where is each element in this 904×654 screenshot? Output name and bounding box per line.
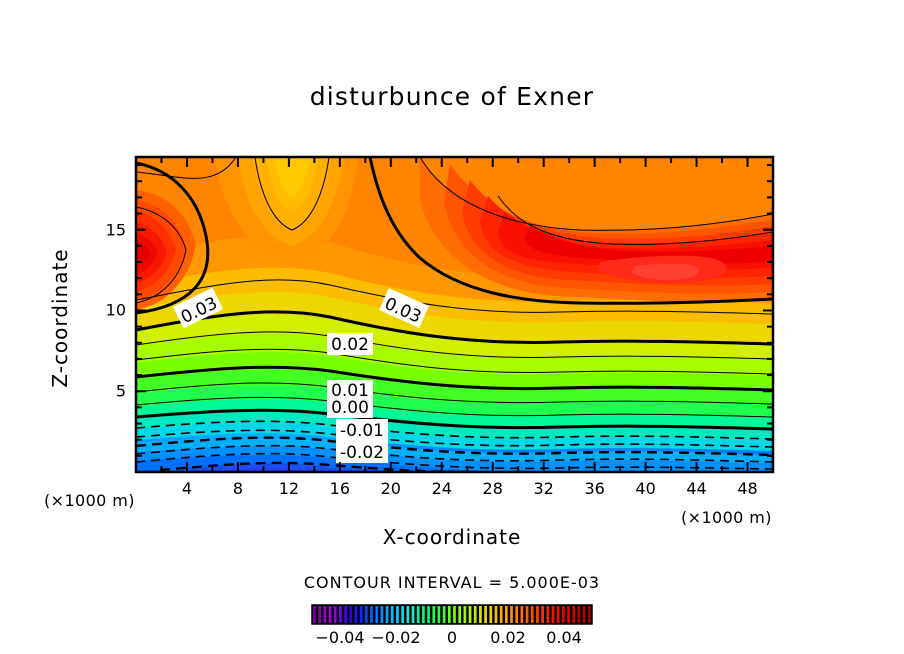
colorbar-bands <box>313 606 591 623</box>
y-axis-unit-label: (×1000 m) <box>44 491 135 510</box>
colorbar-band <box>562 606 565 623</box>
contour-label-0.00: 0.00 <box>331 398 369 418</box>
y-tick-label-5: 5 <box>115 381 126 401</box>
colorbar-band <box>515 606 519 623</box>
colorbar-band <box>437 606 441 623</box>
y-axis-title: Z-coordinate <box>48 248 72 388</box>
colorbar-band <box>411 606 415 623</box>
x-tick-label-32: 32 <box>533 479 554 498</box>
page-title: disturbunce of Exner <box>309 82 595 111</box>
x-tick-label-12: 12 <box>278 479 300 498</box>
colorbar-band <box>567 606 570 623</box>
colorbar-tick-label-4: 0.04 <box>546 628 582 647</box>
contour-label-neg0.01: -0.01 <box>340 421 384 441</box>
contour-label-neg0.02: -0.02 <box>340 443 384 463</box>
x-tick-label-44: 44 <box>686 479 707 498</box>
x-tick-label-48: 48 <box>737 479 758 498</box>
x-tick-label-4: 4 <box>181 479 193 498</box>
colorbar-band <box>494 606 498 623</box>
colorbar-band <box>473 606 477 623</box>
colorbar-band <box>380 606 384 623</box>
x-tick-label-24: 24 <box>431 479 452 498</box>
contour-label-0.01: 0.01 <box>331 381 369 401</box>
colorbar-band <box>328 606 332 623</box>
colorbar-band <box>499 606 503 623</box>
contour-label-0.02: 0.02 <box>331 335 369 355</box>
colorbar-band <box>323 606 327 623</box>
colorbar-band <box>572 606 576 623</box>
colorbar-band <box>432 606 436 623</box>
colorbar-band <box>416 606 420 623</box>
contour-interval-caption: CONTOUR INTERVAL = 5.000E-03 <box>303 573 601 592</box>
colorbar-band <box>422 606 425 623</box>
colorbar <box>311 604 593 625</box>
plot-frame <box>134 155 775 474</box>
colorbar-band <box>364 606 368 623</box>
colorbar-tick-label-0: −0.04 <box>315 628 365 647</box>
y-tick-label-15: 15 <box>105 220 126 240</box>
colorbar-band <box>453 606 456 623</box>
colorbar-band <box>344 606 347 623</box>
colorbar-band <box>390 606 394 623</box>
x-axis-title: X-coordinate <box>382 525 522 549</box>
contour-label-halos <box>172 287 429 463</box>
colorbar-background <box>312 605 592 624</box>
colorbar-band <box>504 606 508 623</box>
colorbar-band <box>370 606 373 623</box>
colorbar-band <box>349 606 353 623</box>
contour-fill-layer <box>136 157 773 472</box>
colorbar-band <box>463 606 467 623</box>
colorbar-band <box>536 606 539 623</box>
x-tick-label-16: 16 <box>329 479 351 498</box>
y-tick-label-10: 10 <box>105 300 126 320</box>
x-tick-label-36: 36 <box>584 479 605 498</box>
colorbar-band <box>318 606 322 623</box>
colorbar-band <box>396 606 399 623</box>
colorbar-tick-label-2: 0 <box>446 628 458 647</box>
colorbar-band <box>354 606 358 623</box>
colorbar-band <box>427 606 430 623</box>
colorbar-tick-label-1: −0.02 <box>371 628 421 647</box>
colorbar-band <box>442 606 446 623</box>
x-tick-label-28: 28 <box>482 479 503 498</box>
colorbar-band <box>582 606 586 623</box>
x-tick-label-40: 40 <box>635 479 656 498</box>
colorbar-band <box>458 606 462 623</box>
colorbar-band <box>587 606 591 623</box>
colorbar-band <box>546 606 550 623</box>
colorbar-band <box>385 606 389 623</box>
x-tick-label-8: 8 <box>232 479 243 498</box>
x-axis-unit-label: (×1000 m) <box>681 508 772 527</box>
colorbar-band <box>406 606 410 623</box>
colorbar-band <box>359 606 363 623</box>
colorbar-band <box>375 606 379 623</box>
colorbar-band <box>333 606 337 623</box>
colorbar-band <box>339 606 342 623</box>
colorbar-band <box>468 606 472 623</box>
colorbar-band <box>313 606 316 623</box>
colorbar-frame <box>311 604 593 625</box>
colorbar-band <box>489 606 493 623</box>
colorbar-band <box>484 606 487 623</box>
colorbar-band <box>447 606 451 623</box>
colorbar-band <box>551 606 555 623</box>
colorbar-band <box>541 606 544 623</box>
contour-value-labels: 0.03 0.03 0.02 0.01 0.00 -0.01 -0.02 <box>178 293 424 463</box>
colorbar-band <box>479 606 482 623</box>
contour-lines <box>136 157 773 472</box>
colorbar-band <box>525 606 529 623</box>
axis-tick-marks <box>136 157 774 472</box>
colorbar-tick-label-3: 0.02 <box>490 628 526 647</box>
colorbar-band <box>401 606 404 623</box>
colorbar-band <box>510 606 513 623</box>
colorbar-band <box>556 606 560 623</box>
colorbar-band <box>530 606 534 623</box>
x-tick-label-20: 20 <box>380 479 401 498</box>
colorbar-band <box>577 606 581 623</box>
colorbar-band <box>520 606 524 623</box>
